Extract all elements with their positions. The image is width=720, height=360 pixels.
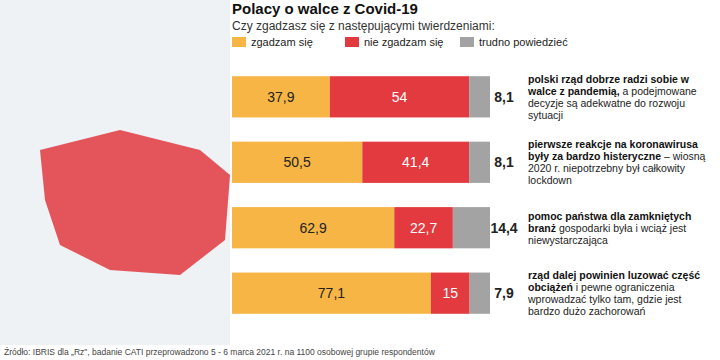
bar <box>431 273 470 314</box>
statement: rząd dalej powinien luzować część obciąż… <box>528 269 713 317</box>
bar <box>470 273 490 314</box>
background <box>0 0 230 345</box>
data-label: 41,4 <box>402 154 429 170</box>
legend-label: nie zgadzam się <box>364 36 444 48</box>
data-label: 8,1 <box>494 89 514 105</box>
source: Źródło: IBRIS dla „Rz", badanie CATI prz… <box>4 347 436 357</box>
legend-swatch <box>232 37 246 47</box>
data-label: 37,9 <box>267 89 294 105</box>
statement: pierwsze reakcje na koronawirusa były za… <box>528 138 713 186</box>
bar <box>453 207 490 248</box>
legend-swatch <box>460 37 474 47</box>
background-map <box>0 0 230 345</box>
background-shape <box>40 130 230 275</box>
statement: pomoc państwa dla zamkniętych branż gosp… <box>528 210 713 246</box>
bar <box>469 76 490 117</box>
bar <box>232 76 330 117</box>
data-label: 54 <box>392 89 408 105</box>
data-label: 62,9 <box>300 220 327 236</box>
bars <box>232 76 490 314</box>
legend-label: trudno powiedzieć <box>479 36 568 48</box>
data-label: 77,1 <box>318 285 345 301</box>
data-label: 8,1 <box>494 154 514 170</box>
bar <box>394 207 453 248</box>
statement: polski rząd dobrze radzi sobie w walce z… <box>528 73 713 121</box>
bar <box>232 142 362 183</box>
bar <box>469 142 490 183</box>
title: Polacy o walce z Covid-19 <box>232 0 418 17</box>
legend-label: zgadzam się <box>251 36 313 48</box>
subtitle: Czy zgadzasz się z następującymi twierdz… <box>232 19 495 33</box>
bar <box>232 273 431 314</box>
data-labels: 37,9 50,5 62,9 77,1 54 41,4 22,7 15 8,1 8,1 14,4 7,… <box>267 89 518 301</box>
data-label: 50,5 <box>284 154 311 170</box>
bar <box>362 142 469 183</box>
legend-swatch <box>345 37 359 47</box>
data-label: 14,4 <box>490 220 517 236</box>
legend: zgadzam się nie zgadzam się trudno powiedz… <box>232 36 568 48</box>
data-label: 7,9 <box>494 285 514 301</box>
bar <box>330 76 469 117</box>
data-label: 22,7 <box>410 220 437 236</box>
data-label: 15 <box>442 285 458 301</box>
bar <box>232 207 394 248</box>
